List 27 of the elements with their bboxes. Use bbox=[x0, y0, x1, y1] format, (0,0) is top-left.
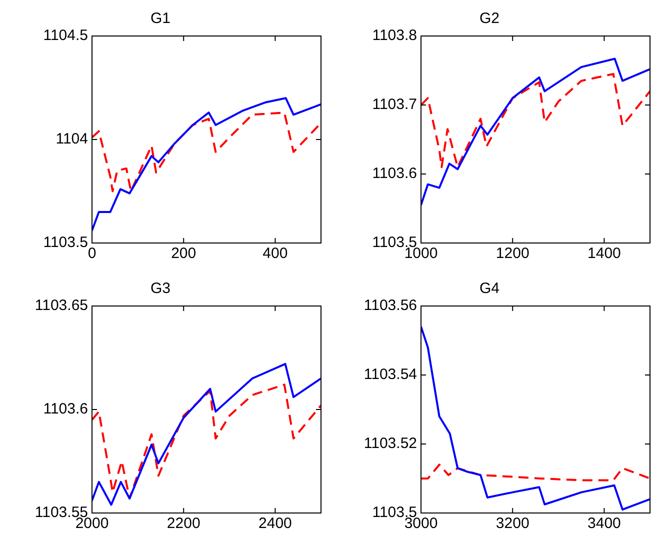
line-series bbox=[92, 112, 321, 192]
chart-title: G4 bbox=[479, 280, 500, 298]
x-tick-label: 1200 bbox=[496, 245, 530, 262]
x-tick-label: 2400 bbox=[258, 515, 292, 532]
x-tick-label: 1400 bbox=[588, 245, 621, 262]
chart-title: G3 bbox=[150, 280, 171, 298]
x-tick-label: 3400 bbox=[588, 515, 621, 532]
chart-title: G2 bbox=[479, 10, 500, 28]
line-series bbox=[421, 72, 650, 168]
x-tick-label: 0 bbox=[88, 245, 96, 262]
x-tick-label: 200 bbox=[171, 245, 196, 262]
chart-title: G1 bbox=[150, 10, 171, 28]
y-tick-label: 1103.6 bbox=[43, 400, 88, 418]
line-series bbox=[421, 464, 650, 482]
x-tick-label: 2200 bbox=[166, 515, 200, 532]
x-tick-label: 3200 bbox=[496, 515, 530, 532]
y-tick-label: 1104 bbox=[56, 130, 88, 148]
y-tick-label: 1103.6 bbox=[372, 165, 417, 182]
y-tick-label: 1103.65 bbox=[34, 297, 88, 314]
y-tick-label: 1103.8 bbox=[372, 27, 417, 44]
y-tick-label: 1103.5 bbox=[43, 234, 88, 252]
y-tick-label: 1104.5 bbox=[43, 27, 88, 44]
y-tick-label: 1103.56 bbox=[364, 297, 417, 314]
y-tick-label: 1103.7 bbox=[372, 96, 417, 114]
y-tick-label: 1103.52 bbox=[364, 435, 417, 452]
y-tick-label: 1103.54 bbox=[364, 366, 417, 384]
x-tick-label: 400 bbox=[262, 245, 288, 262]
